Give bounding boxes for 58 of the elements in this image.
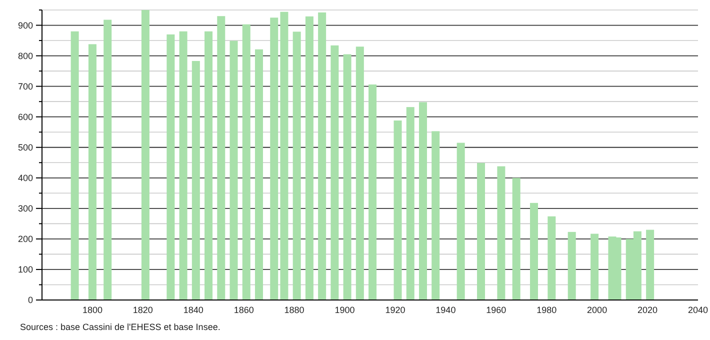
bar [568,232,576,300]
bar [368,84,377,300]
bar [230,40,238,300]
bar [497,166,506,300]
bar [548,216,556,300]
y-tick-label: 400 [18,173,33,184]
x-tick-label: 1920 [385,305,406,315]
bar [192,60,200,300]
y-tick-label: 700 [18,81,33,92]
bar [530,202,538,300]
bar [204,31,213,300]
bar [646,230,654,300]
bar [104,20,112,300]
bar [356,46,364,300]
bar [217,16,226,300]
bar [406,107,414,300]
y-tick-label: 200 [18,234,33,244]
bar [141,10,150,300]
x-tick-label: 2020 [638,305,658,315]
bar [270,18,278,300]
bar [166,34,175,300]
bar [477,162,486,300]
x-tick-label: 2040 [688,305,708,315]
bar [179,31,188,300]
x-tick-label: 1900 [334,305,355,315]
y-tick-label: 0 [28,295,33,306]
y-tick-label: 300 [18,204,33,214]
x-tick-label: 1840 [183,305,204,315]
bar [318,12,326,300]
y-tick-label: 800 [18,50,33,61]
bar [254,49,263,300]
bar [330,45,339,300]
y-tick-label: 600 [18,112,33,122]
y-tick-label: 500 [18,142,33,153]
x-tick-label: 1860 [234,305,254,315]
bar [343,54,352,300]
x-tick-label: 1960 [486,305,506,315]
x-tick-label: 1980 [536,305,557,315]
y-tick-label: 900 [18,20,33,30]
bar [280,12,288,300]
bar [432,131,440,300]
bar [305,16,314,300]
bar [394,120,402,300]
bar [590,234,599,300]
x-tick-label: 1800 [82,305,102,315]
bar [512,178,520,300]
source-note: Sources : base Cassini de l'EHESS et base Insee. [20,322,220,332]
x-tick-label: 2000 [587,305,608,315]
bar [456,142,465,300]
x-tick-label: 1940 [436,305,456,315]
bar [292,32,301,300]
bar [88,44,96,300]
x-tick-label: 1820 [132,305,153,315]
x-tick-label: 1880 [284,305,304,315]
y-tick-label: 100 [18,264,33,275]
bar [242,24,250,300]
bar [70,31,79,300]
bar [418,102,427,300]
